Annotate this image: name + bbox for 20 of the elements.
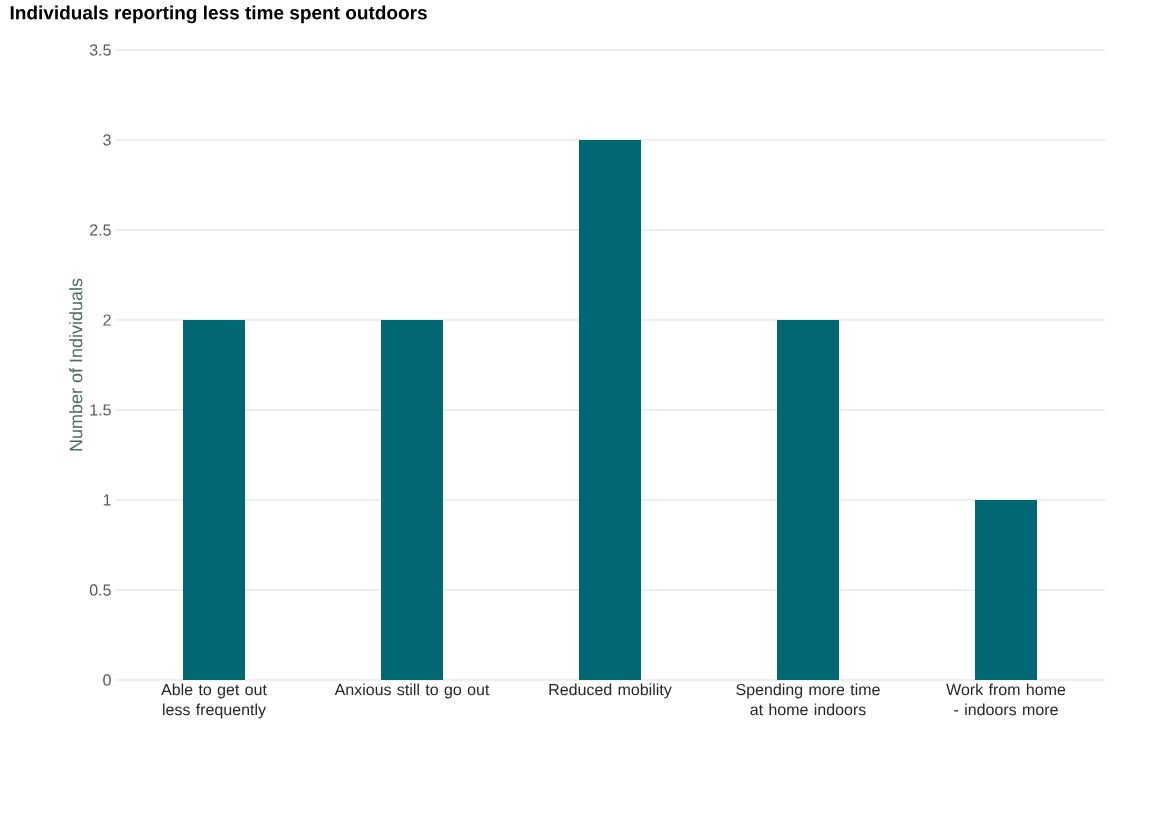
bar	[777, 320, 839, 680]
y-axis-title: Number of Individuals	[69, 278, 83, 451]
x-tick-label: Able to get out less frequently	[161, 683, 267, 719]
y-tick-label: 0.5	[89, 584, 111, 596]
bar	[381, 320, 443, 680]
x-tick-label: Work from home - indoors more	[946, 683, 1066, 716]
bar	[183, 320, 245, 680]
y-tick-label: 3	[103, 134, 111, 146]
bar	[975, 500, 1037, 680]
x-tick-label: Reduced mobility	[549, 683, 672, 699]
y-tick-label: 1.5	[90, 404, 111, 416]
y-tick-label: 2.5	[90, 224, 111, 236]
chart-title: Individuals reporting less time spent outdoors	[10, 5, 427, 24]
y-tick-label: 1	[103, 494, 111, 506]
y-tick-label: 3.5	[89, 44, 111, 56]
y-tick-label: 2	[103, 314, 111, 326]
x-tick-label: Spending more time at home indoors	[736, 683, 880, 716]
x-tick-label: Anxious still to go out	[334, 683, 490, 699]
y-tick-label: 0	[103, 674, 111, 686]
bar	[579, 139, 641, 680]
